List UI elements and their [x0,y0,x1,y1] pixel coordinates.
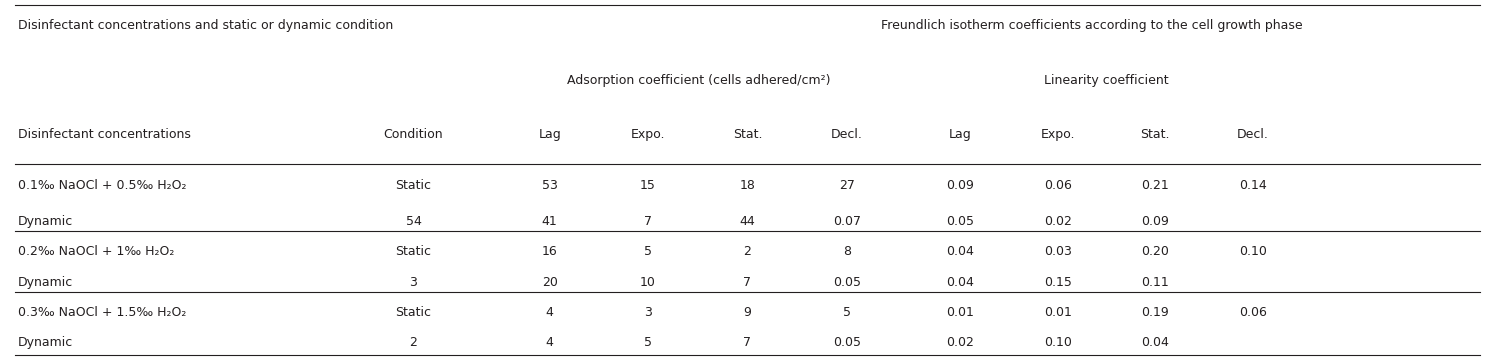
Text: 5: 5 [843,306,851,319]
Text: 0.04: 0.04 [946,276,973,289]
Text: Static: Static [396,180,432,192]
Text: 7: 7 [743,276,752,289]
Text: 0.21: 0.21 [1141,180,1169,192]
Text: 41: 41 [541,215,558,228]
Text: Lag: Lag [948,129,972,141]
Text: Disinfectant concentrations and static or dynamic condition: Disinfectant concentrations and static o… [18,19,393,32]
Text: 2: 2 [410,336,417,349]
Text: 0.09: 0.09 [1141,215,1169,228]
Text: Expo.: Expo. [631,129,665,141]
Text: Linearity coefficient: Linearity coefficient [1044,74,1169,87]
Text: 53: 53 [541,180,558,192]
Text: 0.2‰ NaOCl + 1‰ H₂O₂: 0.2‰ NaOCl + 1‰ H₂O₂ [18,244,175,258]
Text: 0.06: 0.06 [1239,306,1266,319]
Text: Lag: Lag [538,129,561,141]
Text: 0.20: 0.20 [1141,244,1169,258]
Text: 7: 7 [644,215,652,228]
Text: 0.19: 0.19 [1141,306,1169,319]
Text: 0.04: 0.04 [1141,336,1169,349]
Text: 0.01: 0.01 [946,306,973,319]
Text: Adsorption coefficient (cells adhered/cm²): Adsorption coefficient (cells adhered/cm… [567,74,830,87]
Text: 0.03: 0.03 [1044,244,1072,258]
Text: 2: 2 [743,244,752,258]
Text: 0.05: 0.05 [833,276,861,289]
Text: 3: 3 [644,306,652,319]
Text: Decl.: Decl. [1236,129,1269,141]
Text: 0.15: 0.15 [1044,276,1072,289]
Text: 0.01: 0.01 [1044,306,1072,319]
Text: Static: Static [396,306,432,319]
Text: 0.10: 0.10 [1239,244,1266,258]
Text: 0.11: 0.11 [1141,276,1169,289]
Text: Dynamic: Dynamic [18,276,73,289]
Text: 0.09: 0.09 [946,180,973,192]
Text: Condition: Condition [384,129,444,141]
Text: 27: 27 [839,180,855,192]
Text: 0.05: 0.05 [946,215,973,228]
Text: 0.02: 0.02 [946,336,973,349]
Text: 4: 4 [546,336,553,349]
Text: 0.3‰ NaOCl + 1.5‰ H₂O₂: 0.3‰ NaOCl + 1.5‰ H₂O₂ [18,306,187,319]
Text: 0.04: 0.04 [946,244,973,258]
Text: Expo.: Expo. [1041,129,1075,141]
Text: 0.02: 0.02 [1044,215,1072,228]
Text: 5: 5 [644,336,652,349]
Text: 44: 44 [740,215,755,228]
Text: 0.10: 0.10 [1044,336,1072,349]
Text: 54: 54 [405,215,422,228]
Text: Stat.: Stat. [733,129,762,141]
Text: Dynamic: Dynamic [18,336,73,349]
Text: 9: 9 [743,306,752,319]
Text: 0.06: 0.06 [1044,180,1072,192]
Text: 18: 18 [740,180,755,192]
Text: Static: Static [396,244,432,258]
Text: 0.14: 0.14 [1239,180,1266,192]
Text: 3: 3 [410,276,417,289]
Text: 8: 8 [843,244,851,258]
Text: 20: 20 [541,276,558,289]
Text: Freundlich isotherm coefficients according to the cell growth phase: Freundlich isotherm coefficients accordi… [881,19,1302,32]
Text: 4: 4 [546,306,553,319]
Text: Disinfectant concentrations: Disinfectant concentrations [18,129,191,141]
Text: 16: 16 [541,244,558,258]
Text: Stat.: Stat. [1141,129,1169,141]
Text: 0.1‰ NaOCl + 0.5‰ H₂O₂: 0.1‰ NaOCl + 0.5‰ H₂O₂ [18,180,187,192]
Text: 0.05: 0.05 [833,336,861,349]
Text: Dynamic: Dynamic [18,215,73,228]
Text: Decl.: Decl. [831,129,863,141]
Text: 0.07: 0.07 [833,215,861,228]
Text: 7: 7 [743,336,752,349]
Text: 15: 15 [640,180,656,192]
Text: 5: 5 [644,244,652,258]
Text: 10: 10 [640,276,656,289]
